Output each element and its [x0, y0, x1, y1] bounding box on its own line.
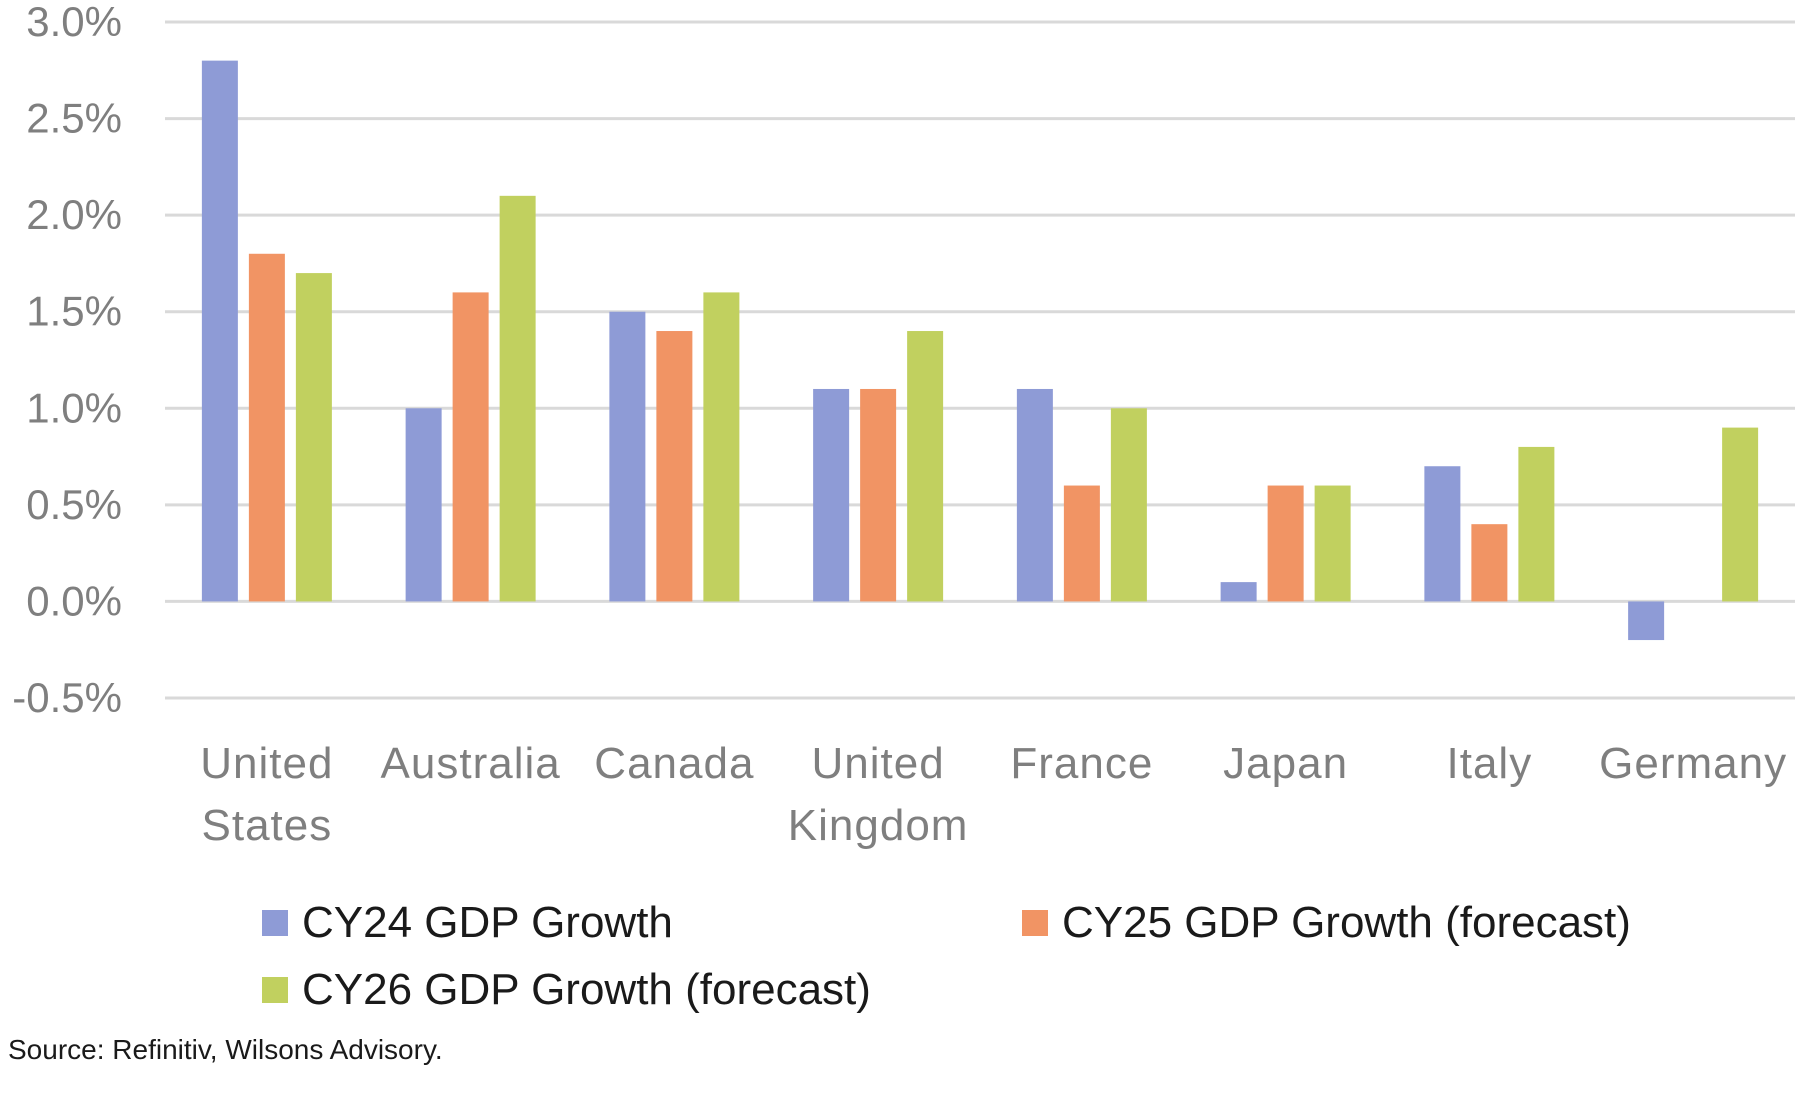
chart-legend: CY24 GDP Growth CY25 GDP Growth (forecas… [262, 880, 1762, 1030]
legend-label-cy25: CY25 GDP Growth (forecast) [1062, 898, 1631, 947]
x-tick-label: Canada [594, 739, 754, 788]
legend-label-cy26: CY26 GDP Growth (forecast) [302, 965, 871, 1014]
bar [499, 195, 536, 602]
x-tick-label: States [202, 801, 333, 850]
bar [1063, 485, 1100, 602]
x-tick-label: Australia [381, 739, 561, 788]
bar [1471, 524, 1508, 602]
bar [248, 253, 285, 602]
legend-swatch-cy24 [262, 910, 288, 936]
bar [295, 273, 332, 602]
x-tick-label: Italy [1447, 739, 1533, 788]
legend-swatch-cy25 [1022, 910, 1048, 936]
bar [1722, 427, 1759, 602]
bar [452, 292, 489, 602]
bar [1267, 485, 1304, 602]
x-tick-label: Germany [1599, 739, 1787, 788]
y-tick-label: 1.5% [26, 288, 122, 335]
bar [1518, 446, 1555, 602]
bar [1628, 601, 1665, 641]
legend-item-cy24: CY24 GDP Growth [262, 898, 673, 948]
bar [609, 311, 646, 602]
source-note: Source: Refinitiv, Wilsons Advisory. [8, 1034, 443, 1065]
legend-swatch-cy26 [262, 977, 288, 1003]
bar [1016, 388, 1053, 602]
bar [201, 60, 238, 602]
x-tick-label: Kingdom [788, 801, 969, 850]
y-tick-label: 1.0% [26, 384, 122, 431]
x-tick-label: France [1010, 739, 1153, 788]
x-tick-label: Japan [1223, 739, 1348, 788]
bar [1110, 408, 1147, 602]
y-tick-label: 0.5% [26, 481, 122, 528]
y-tick-label: 2.0% [26, 191, 122, 238]
y-tick-label: -0.5% [12, 674, 122, 721]
legend-item-cy26: CY26 GDP Growth (forecast) [262, 965, 871, 1015]
bar [813, 388, 850, 602]
bar-chart: -0.5% 0.0% 0.5% 1.0% 1.5% 2.0% 2.5% 3.0% United S… [12, 0, 1795, 850]
legend-item-cy25: CY25 GDP Growth (forecast) [1022, 898, 1631, 948]
bar [656, 331, 693, 602]
y-tick-label: 0.0% [26, 577, 122, 624]
x-tick-label: United [200, 739, 333, 788]
bar [703, 292, 740, 602]
bar [1220, 582, 1257, 602]
bar [860, 388, 897, 602]
y-tick-label: 2.5% [26, 95, 122, 142]
legend-label-cy24: CY24 GDP Growth [302, 898, 673, 947]
x-tick-label: United [812, 739, 945, 788]
bar [1314, 485, 1351, 602]
bar [405, 408, 442, 602]
bar [1424, 466, 1461, 602]
y-tick-label: 3.0% [26, 0, 122, 45]
bar [907, 331, 944, 602]
